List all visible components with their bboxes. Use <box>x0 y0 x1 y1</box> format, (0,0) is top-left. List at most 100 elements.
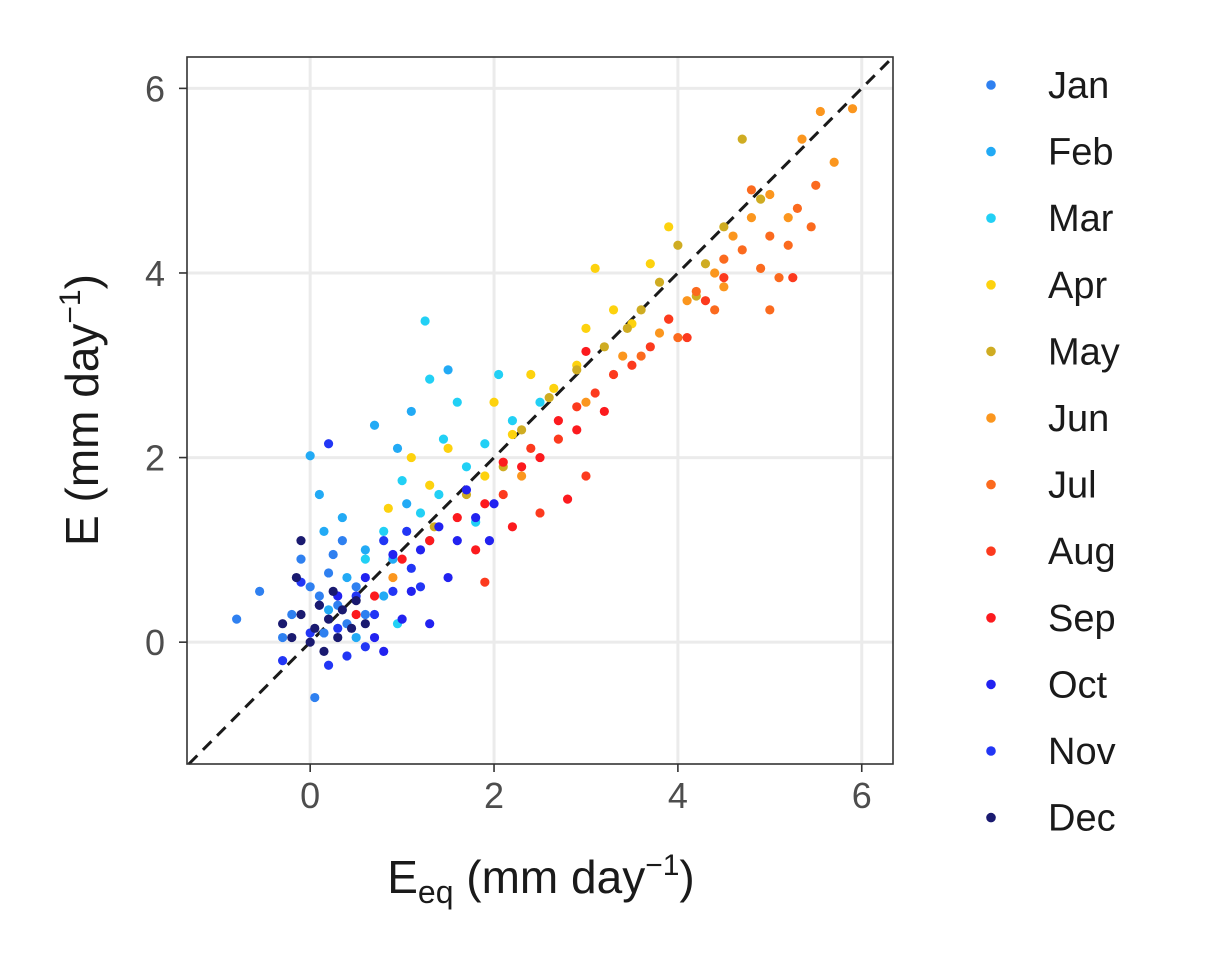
data-point-nov <box>415 582 426 592</box>
series-jan <box>232 536 370 703</box>
data-point-jan <box>310 692 320 703</box>
legend-marker <box>986 746 996 756</box>
data-point-dec <box>296 609 306 620</box>
data-point-jul <box>765 305 775 315</box>
data-point-jul <box>792 203 802 213</box>
data-point-apr <box>507 429 518 440</box>
data-point-dec <box>360 619 370 629</box>
legend-marker <box>986 546 996 556</box>
data-point-nov <box>323 660 334 670</box>
data-point-feb <box>360 545 370 555</box>
x-tick-label: 6 <box>852 775 872 816</box>
data-point-dec <box>310 623 320 633</box>
legend-label: Jan <box>1048 65 1109 107</box>
data-point-mar <box>507 416 518 426</box>
data-point-jun <box>618 351 628 361</box>
data-point-oct <box>379 646 389 656</box>
data-point-aug <box>498 489 508 500</box>
data-point-sep <box>517 462 527 472</box>
data-point-dec <box>333 632 343 643</box>
data-point-jan <box>296 554 306 564</box>
data-point-may <box>599 342 609 352</box>
data-point-oct <box>397 614 407 624</box>
legend-item-may: May <box>986 331 1120 373</box>
data-point-may <box>517 425 527 435</box>
data-point-jul <box>636 351 646 361</box>
data-point-jun <box>797 134 807 144</box>
data-point-aug <box>572 402 582 412</box>
data-point-may <box>737 134 747 144</box>
series-mar <box>360 316 545 629</box>
data-point-mar <box>379 526 389 537</box>
data-point-sep <box>535 452 545 463</box>
y-tick-label: 2 <box>145 438 165 479</box>
legend-label: Oct <box>1048 664 1108 706</box>
data-point-sep <box>397 554 407 564</box>
data-point-jul <box>673 332 683 343</box>
data-point-jun <box>517 471 527 481</box>
data-point-nov <box>369 609 380 620</box>
data-point-jan <box>278 632 288 643</box>
data-point-jun <box>815 106 825 117</box>
data-point-jun <box>746 212 757 223</box>
data-point-jul <box>719 254 729 264</box>
data-point-jun <box>581 397 591 407</box>
data-point-sep <box>562 494 573 504</box>
data-point-aug <box>664 314 674 324</box>
data-point-dec <box>278 619 288 629</box>
data-point-jan <box>328 549 338 560</box>
y-tick-label: 6 <box>145 68 165 109</box>
data-point-jan <box>287 609 297 620</box>
legend-item-jul: Jul <box>986 465 1097 507</box>
data-point-feb <box>314 489 324 500</box>
data-point-jun <box>765 189 775 200</box>
legend: Jan Feb Mar Apr May Jun Jul Aug Sep Oct Nov Dec <box>986 65 1120 840</box>
data-point-jun <box>682 296 692 306</box>
y-tick-label: 0 <box>145 622 165 663</box>
data-point-nov <box>342 651 352 661</box>
data-point-jun <box>847 104 858 114</box>
data-point-oct <box>489 499 499 509</box>
data-point-oct <box>415 545 426 555</box>
data-point-aug <box>553 434 563 444</box>
data-point-mar <box>480 439 490 449</box>
x-tick-label: 4 <box>668 775 688 816</box>
data-point-dec <box>296 536 306 546</box>
data-point-oct <box>425 619 435 629</box>
legend-item-aug: Aug <box>986 531 1116 573</box>
data-point-oct <box>443 572 453 583</box>
data-point-aug <box>682 332 692 343</box>
legend-marker <box>986 146 996 157</box>
data-point-jul <box>811 180 821 190</box>
data-point-dec <box>328 586 338 597</box>
data-point-oct <box>406 586 416 597</box>
data-point-jul <box>806 222 816 232</box>
data-point-aug <box>590 388 600 398</box>
series-oct <box>333 485 499 656</box>
data-point-jan <box>255 586 265 597</box>
data-point-jan <box>360 609 370 620</box>
data-point-apr <box>581 323 591 333</box>
data-point-feb <box>323 605 334 615</box>
data-point-dec <box>291 572 301 583</box>
x-axis-title: Eeq (mm day−1) <box>387 849 695 910</box>
legend-item-jan: Jan <box>986 65 1109 107</box>
data-point-oct <box>461 485 472 495</box>
data-point-oct <box>434 522 444 532</box>
data-point-aug <box>719 272 729 283</box>
data-point-jul <box>756 263 766 273</box>
y-axis-title: E (mm day−1) <box>54 274 108 546</box>
data-point-dec <box>319 646 329 656</box>
data-point-jun <box>829 157 839 167</box>
data-point-feb <box>443 365 453 375</box>
legend-label: Jun <box>1048 398 1109 440</box>
data-point-jan <box>319 628 329 638</box>
data-point-dec <box>323 614 334 624</box>
data-point-aug <box>581 471 591 481</box>
data-point-mar <box>360 554 370 564</box>
x-axis-ticks: 0 2 4 6 <box>300 764 872 816</box>
one-to-one-line <box>187 55 895 766</box>
data-point-jun <box>710 268 720 278</box>
data-point-feb <box>319 526 329 537</box>
